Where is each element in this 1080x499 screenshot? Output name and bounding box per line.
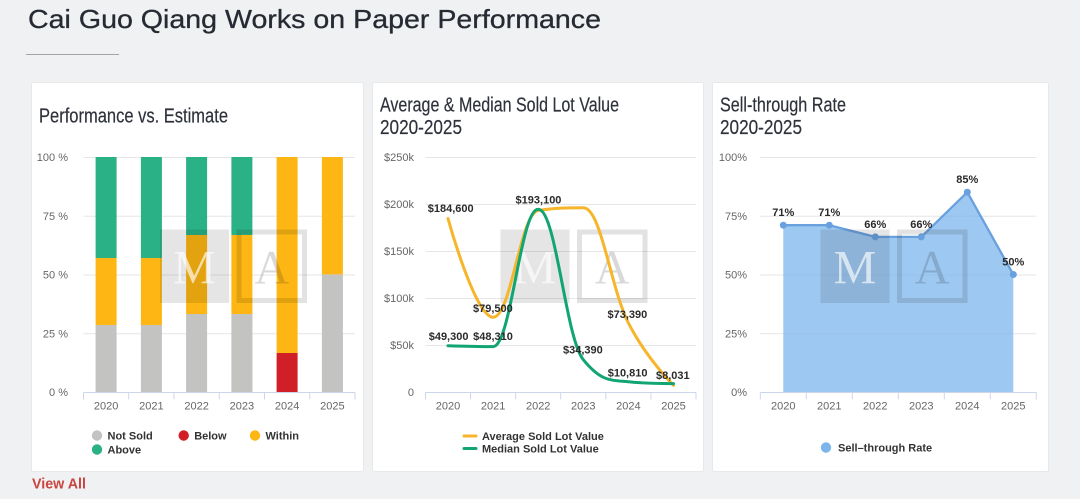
svg-text:$10,810: $10,810 <box>608 367 648 379</box>
svg-text:Below: Below <box>194 431 227 443</box>
svg-text:2023: 2023 <box>230 401 254 413</box>
svg-text:0 %: 0 % <box>49 387 68 399</box>
svg-text:2022: 2022 <box>863 401 887 413</box>
svg-text:2021: 2021 <box>817 401 841 413</box>
svg-text:$34,390: $34,390 <box>563 344 603 356</box>
svg-text:$193,100: $193,100 <box>516 195 562 207</box>
svg-text:100%: 100% <box>719 152 747 164</box>
svg-text:2020: 2020 <box>436 401 460 413</box>
svg-text:Sell-through Rate: Sell-through Rate <box>720 95 846 117</box>
svg-text:25 %: 25 % <box>43 328 68 340</box>
svg-text:$150k: $150k <box>384 246 414 258</box>
svg-text:75%: 75% <box>725 211 747 223</box>
svg-text:2024: 2024 <box>616 401 640 413</box>
svg-text:50%: 50% <box>725 270 747 282</box>
svg-text:2023: 2023 <box>909 401 933 413</box>
svg-text:50 %: 50 % <box>43 270 68 282</box>
svg-text:85%: 85% <box>956 174 978 186</box>
svg-text:Cai Guo Qiang Works on Paper P: Cai Guo Qiang Works on Paper Performance <box>28 4 601 34</box>
svg-text:2024: 2024 <box>275 401 299 413</box>
svg-text:$184,600: $184,600 <box>428 203 474 215</box>
svg-text:25%: 25% <box>725 328 747 340</box>
svg-text:M: M <box>173 241 216 294</box>
svg-text:2021: 2021 <box>139 401 163 413</box>
svg-text:$50k: $50k <box>390 340 414 352</box>
svg-text:$49,300: $49,300 <box>429 331 469 343</box>
svg-text:2023: 2023 <box>571 401 595 413</box>
svg-text:66%: 66% <box>864 219 886 231</box>
svg-text:$48,310: $48,310 <box>473 331 513 343</box>
svg-text:Average & Median Sold Lot Valu: Average & Median Sold Lot Value <box>380 95 619 117</box>
svg-text:Median Sold Lot Value: Median Sold Lot Value <box>482 444 599 456</box>
svg-text:71%: 71% <box>818 207 840 219</box>
svg-text:2025: 2025 <box>320 401 344 413</box>
svg-text:2020: 2020 <box>771 401 795 413</box>
svg-text:A: A <box>595 241 630 294</box>
svg-text:M: M <box>834 241 877 294</box>
svg-text:71%: 71% <box>772 207 794 219</box>
svg-text:$73,390: $73,390 <box>608 309 648 321</box>
svg-text:$100k: $100k <box>384 293 414 305</box>
svg-text:2024: 2024 <box>955 401 979 413</box>
svg-text:$79,500: $79,500 <box>473 303 513 315</box>
svg-text:Above: Above <box>108 445 142 457</box>
svg-text:2020-2025: 2020-2025 <box>720 117 802 139</box>
svg-text:2020: 2020 <box>94 401 118 413</box>
svg-text:75 %: 75 % <box>43 211 68 223</box>
svg-text:$8,031: $8,031 <box>656 370 690 382</box>
svg-text:50%: 50% <box>1002 257 1024 269</box>
svg-text:$200k: $200k <box>384 199 414 211</box>
svg-text:Performance vs. Estimate: Performance vs. Estimate <box>39 105 228 127</box>
svg-text:Sell–through Rate: Sell–through Rate <box>838 443 932 455</box>
svg-text:2022: 2022 <box>526 401 550 413</box>
svg-text:66%: 66% <box>910 219 932 231</box>
svg-text:Average Sold Lot Value: Average Sold Lot Value <box>482 431 604 443</box>
svg-text:Within: Within <box>266 431 300 443</box>
svg-text:A: A <box>254 241 289 294</box>
svg-text:0%: 0% <box>731 387 747 399</box>
svg-text:Not Sold: Not Sold <box>108 431 153 443</box>
svg-text:2021: 2021 <box>481 401 505 413</box>
svg-text:2025: 2025 <box>661 401 685 413</box>
svg-text:2022: 2022 <box>184 401 208 413</box>
svg-text:A: A <box>915 241 950 294</box>
svg-text:0: 0 <box>408 387 414 399</box>
svg-text:$250k: $250k <box>384 152 414 164</box>
svg-text:2025: 2025 <box>1001 401 1025 413</box>
svg-text:100 %: 100 % <box>37 152 68 164</box>
svg-text:2020-2025: 2020-2025 <box>380 117 462 139</box>
svg-text:View All: View All <box>32 476 86 493</box>
